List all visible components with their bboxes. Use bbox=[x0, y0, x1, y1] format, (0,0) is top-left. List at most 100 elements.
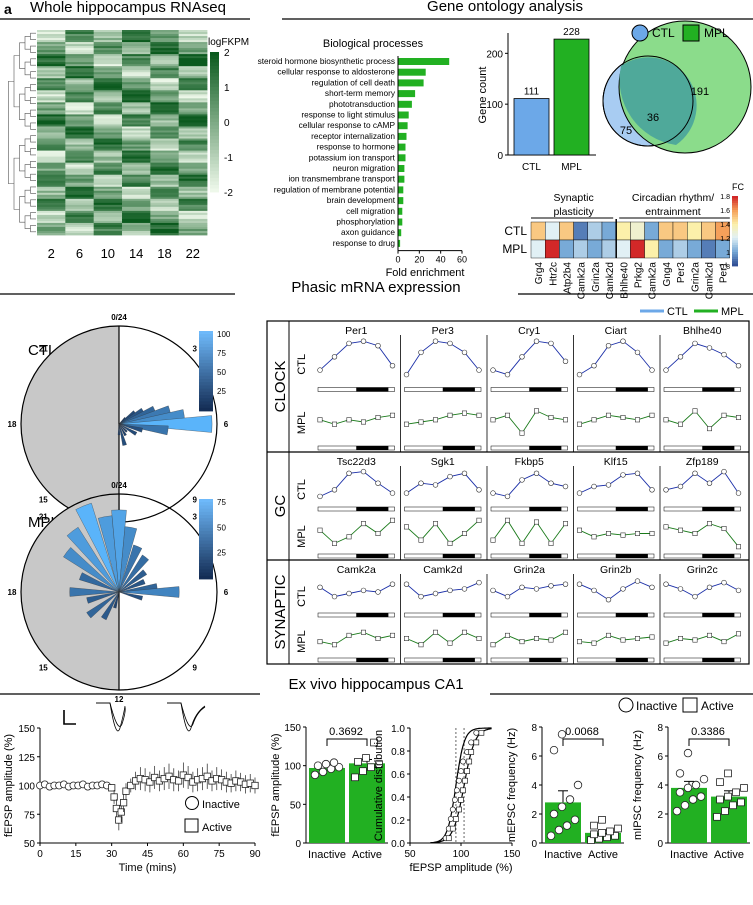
heatmap-cell bbox=[122, 76, 151, 79]
phasic-point-mpl bbox=[375, 530, 381, 536]
cdf-inactive-point bbox=[460, 758, 466, 765]
tc-y-tick-label: 125 bbox=[18, 753, 35, 764]
heatmap-cell bbox=[93, 40, 123, 43]
phasic-point-mpl bbox=[562, 629, 568, 635]
heatmap-cell bbox=[93, 220, 123, 224]
phasic-darkbar bbox=[442, 387, 475, 392]
fc-row-label: CTL bbox=[504, 224, 527, 238]
heatmap-cell bbox=[122, 192, 151, 196]
polar-colorbar-swatch bbox=[199, 550, 213, 554]
heatmap-cell bbox=[178, 122, 208, 125]
heatmap-legend-swatch bbox=[210, 146, 219, 151]
bar-point-active bbox=[375, 760, 383, 768]
heatmap-cell bbox=[93, 204, 123, 208]
heatmap-cell bbox=[93, 46, 123, 49]
heatmap-cell bbox=[178, 34, 208, 37]
venn-overlap-count: 36 bbox=[647, 112, 659, 124]
heatmap-cell bbox=[37, 128, 66, 131]
heatmap-cell bbox=[65, 98, 95, 101]
heatmap-cell bbox=[122, 72, 151, 75]
heatmap-cell bbox=[37, 60, 66, 63]
heatmap-cell bbox=[150, 114, 180, 117]
heatmap-cell bbox=[178, 92, 208, 95]
bar-y-tick-label: 4 bbox=[531, 781, 537, 792]
phasic-gene-label: Fkbp5 bbox=[515, 456, 544, 468]
phasic-profile-line bbox=[579, 414, 653, 425]
heatmap-cell bbox=[122, 120, 151, 123]
polar-angle-label: 21 bbox=[39, 344, 48, 353]
phasic-point-ctl bbox=[721, 579, 727, 586]
heatmap-cell bbox=[37, 120, 66, 123]
tc-xlabel: Time (mins) bbox=[119, 862, 177, 874]
phasic-point-mpl bbox=[533, 635, 539, 641]
polar-colorbar-swatch bbox=[199, 334, 213, 338]
heatmap-cell bbox=[37, 44, 66, 47]
bp-chart: steroid hormone biosynthetic processcell… bbox=[258, 56, 467, 265]
fc-colorbar-swatch bbox=[732, 252, 738, 255]
bar-point-inactive bbox=[557, 802, 567, 811]
heatmap-cell bbox=[93, 226, 123, 230]
heatmap-cell bbox=[150, 34, 180, 37]
heatmap-cell bbox=[178, 60, 208, 63]
heatmap-legend-swatch bbox=[210, 52, 219, 56]
bar-rect bbox=[309, 767, 345, 843]
polar-angle-label: 6 bbox=[224, 588, 229, 597]
phasic-darkbar bbox=[442, 446, 475, 450]
phasic-point-mpl bbox=[317, 417, 323, 423]
heatmap-cell bbox=[122, 80, 151, 83]
fc-cell bbox=[601, 221, 617, 241]
polar-colorbar-swatch bbox=[199, 359, 213, 364]
phasic-point-mpl bbox=[591, 417, 597, 423]
phasic-gene-label: Tsc22d3 bbox=[337, 456, 376, 468]
phasic-point-ctl bbox=[317, 493, 323, 500]
cdf-inactive-point bbox=[468, 739, 475, 746]
heatmap-cell bbox=[93, 216, 123, 220]
bar-point-inactive bbox=[313, 761, 323, 770]
heatmap-cell bbox=[93, 190, 123, 194]
phasic-point-mpl bbox=[548, 540, 554, 546]
polar-petal bbox=[118, 586, 180, 598]
heatmap-cell bbox=[93, 116, 123, 119]
phasic-point-ctl bbox=[721, 351, 727, 358]
heatmap-cell bbox=[122, 66, 151, 69]
bar-point-inactive bbox=[570, 815, 580, 824]
polar-colorbar-swatch bbox=[199, 337, 213, 341]
phasic-point-ctl bbox=[692, 593, 698, 600]
heatmap-cell bbox=[37, 150, 66, 153]
panel-a-letter: a bbox=[4, 1, 12, 17]
heatmap-legend-swatch bbox=[210, 129, 219, 133]
dendrogram-branch bbox=[24, 215, 31, 229]
fc-cell bbox=[701, 221, 716, 241]
fc-column-label: Grg4 bbox=[534, 262, 545, 285]
phasic-darkbar bbox=[615, 507, 648, 511]
phasic-point-mpl bbox=[533, 519, 539, 525]
heatmap-cell bbox=[65, 112, 95, 115]
polar-angle-label: 12 bbox=[115, 695, 124, 704]
polar-colorbar-tick: 25 bbox=[217, 549, 226, 558]
heatmap-cell bbox=[178, 86, 208, 89]
heatmap-cell bbox=[93, 188, 123, 192]
phasic-point-ctl bbox=[548, 480, 554, 486]
heatmap-cell bbox=[37, 84, 66, 87]
bp-bar bbox=[398, 207, 403, 215]
heatmap-cell bbox=[65, 138, 95, 141]
heatmap-cell bbox=[93, 166, 123, 170]
heatmap-cell bbox=[178, 102, 208, 105]
heatmap-cell bbox=[65, 104, 95, 107]
heatmap-cell bbox=[122, 62, 151, 65]
fc-cell bbox=[559, 239, 574, 259]
phasic-point-mpl bbox=[331, 421, 337, 427]
tc-legend-active-marker bbox=[184, 818, 199, 833]
heatmap-legend-swatch bbox=[210, 66, 219, 70]
heatmap-cell bbox=[37, 224, 66, 228]
polar-petal bbox=[118, 423, 128, 433]
heatmap-cell bbox=[65, 230, 95, 234]
heatmap-cell bbox=[37, 138, 66, 141]
phasic-point-ctl bbox=[620, 472, 626, 478]
heatmap-cell bbox=[93, 122, 123, 125]
fc-colorbar-swatch bbox=[732, 231, 738, 234]
heatmap-legend-swatch bbox=[210, 97, 219, 102]
heatmap-cell bbox=[150, 214, 180, 218]
phasic-grid: CTL MPL CLOCK CTL MPL Per1 Per3 Cry1 Ciart Bhlhe4… bbox=[266, 306, 750, 665]
heatmap-cell bbox=[150, 94, 180, 97]
